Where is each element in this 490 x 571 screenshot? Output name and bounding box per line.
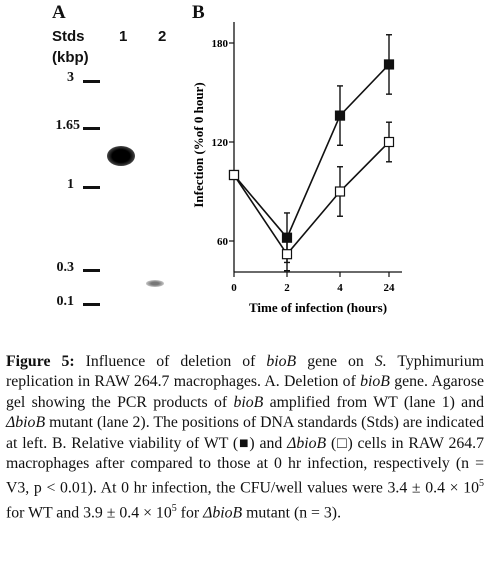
exponent: 5: [479, 478, 484, 490]
ladder-band-3: [83, 80, 100, 83]
ladder-band-0.1: [83, 303, 100, 306]
filled-square-symbol: ■: [238, 434, 250, 452]
mutant-name: ΔbioB: [287, 434, 327, 452]
caption-text: gene. Agarose gel showing the PCR produc…: [6, 373, 484, 411]
figure-label: Figure 5:: [6, 353, 75, 370]
panel-b-letter: B: [192, 2, 205, 23]
open-square-marker: [228, 169, 240, 181]
x-tick-label: 4: [337, 282, 343, 294]
open-square-symbol: □: [336, 434, 348, 452]
caption-text: amplified from WT (lane 1) and: [263, 393, 484, 411]
open-square-marker: [334, 186, 346, 197]
caption-text: for WT and 3.9 ± 0.4 × 10: [6, 504, 172, 522]
std-label-1: 1: [67, 177, 74, 192]
gene-name: bioB: [266, 353, 297, 370]
figure-caption: Figure 5: Influence of deletion of bioB …: [6, 352, 484, 524]
std-label-1.65: 1.65: [55, 118, 81, 133]
gene-name: bioB: [233, 393, 264, 411]
gene-name: bioB: [360, 373, 390, 391]
gel-header-stds: Stds: [52, 28, 85, 45]
ladder-band-1: [83, 186, 100, 189]
exponent: 5: [171, 503, 177, 515]
filled-square-marker: [383, 59, 395, 70]
gel-header-unit: (kbp): [52, 49, 89, 66]
caption-text: Influence of deletion of: [74, 353, 267, 370]
caption-text: gene on: [296, 353, 375, 370]
ladder-band-0.3: [83, 269, 100, 272]
y-tick-label: 120: [212, 137, 229, 149]
panel-a-letter: A: [52, 2, 66, 23]
caption-text: for: [176, 504, 204, 522]
chart-axes: [233, 22, 402, 273]
series-line-wt: [233, 63, 390, 240]
caption-text: Typhimurium replication in RAW 264.7 mac…: [6, 353, 485, 391]
gel-lane-2-label: 2: [158, 28, 167, 45]
filled-square-marker: [334, 110, 346, 121]
open-square-marker: [281, 249, 293, 260]
caption-text: mutant (lane 2). The positions of DNA st…: [6, 414, 484, 452]
x-axis-label: Time of infection (hours): [249, 300, 387, 315]
y-tick-label: 180: [212, 38, 229, 50]
caption-text: mutant (n = 3).: [242, 504, 342, 522]
std-label-0.1: 0.1: [56, 294, 75, 309]
open-square-marker: [383, 136, 395, 148]
gel-lane-1-label: 1: [119, 28, 128, 45]
caption-text: ) and: [249, 434, 288, 452]
series-line-mutant: [233, 141, 390, 256]
y-tick-label: 60: [217, 236, 229, 248]
x-tick-label: 0: [231, 282, 237, 294]
gel-band-lane1: [107, 146, 135, 166]
caption-text: ) cells in RAW 264.7 macrophages after c…: [6, 434, 484, 497]
ladder-band-1.65: [83, 127, 100, 130]
y-axis-label: Infection (%of 0 hour): [191, 82, 206, 207]
mutant-name: ΔbioB: [203, 504, 243, 522]
mutant-name: ΔbioB: [6, 414, 46, 432]
std-label-3: 3: [67, 70, 74, 85]
x-tick-label: 24: [384, 282, 396, 294]
caption-text: (: [326, 434, 337, 452]
species-name: S.: [374, 353, 387, 370]
std-label-0.3: 0.3: [56, 260, 75, 275]
gel-band-lane2: [146, 280, 164, 287]
x-tick-label: 2: [284, 282, 290, 294]
